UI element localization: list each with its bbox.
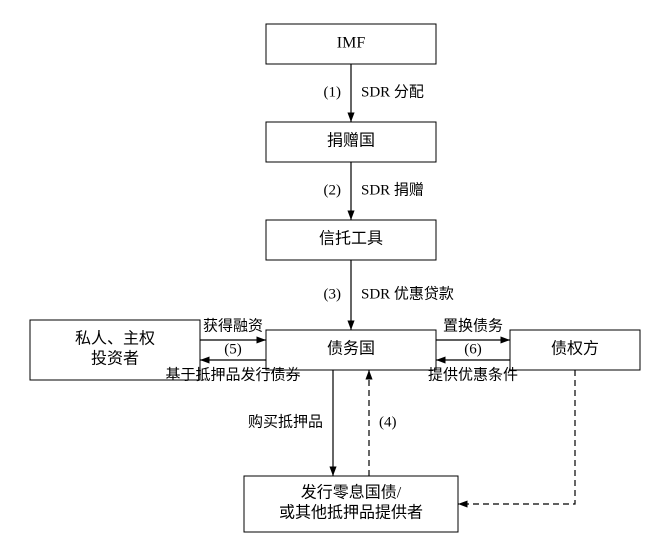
node-creditor: 债权方	[510, 330, 640, 370]
svg-text:购买抵押品: 购买抵押品	[248, 413, 323, 430]
svg-text:置换债务: 置换债务	[443, 317, 503, 334]
svg-text:基于抵押品发行债券: 基于抵押品发行债券	[165, 366, 300, 383]
node-imf: IMF	[266, 24, 436, 64]
svg-text:(6): (6)	[464, 341, 482, 357]
svg-text:提供优惠条件: 提供优惠条件	[428, 366, 518, 383]
edge-4: (4) 购买抵押品	[248, 370, 397, 476]
node-collateral-label-1: 发行零息国债/	[301, 484, 402, 502]
node-debtor: 债务国	[266, 330, 436, 370]
svg-text:SDR 捐赠: SDR 捐赠	[361, 181, 424, 198]
node-donor-label: 捐赠国	[327, 132, 375, 150]
svg-text:(1): (1)	[324, 84, 342, 100]
node-donor: 捐赠国	[266, 122, 436, 162]
svg-text:(5): (5)	[224, 341, 242, 357]
node-debtor-label: 债务国	[327, 340, 375, 358]
flowchart: IMF 捐赠国 信托工具 债务国 私人、主权 投资者 债权方 发行零息国债/ 或…	[0, 0, 668, 554]
svg-text:SDR 优惠贷款: SDR 优惠贷款	[361, 285, 454, 302]
node-imf-label: IMF	[337, 35, 366, 52]
edge-3: (3) SDR 优惠贷款	[324, 260, 454, 330]
svg-text:获得融资: 获得融资	[203, 317, 263, 334]
node-investor-label-2: 投资者	[91, 350, 139, 368]
node-trust-label: 信托工具	[319, 230, 383, 248]
node-trust: 信托工具	[266, 220, 436, 260]
svg-text:(4): (4)	[379, 414, 397, 430]
svg-text:(2): (2)	[324, 182, 342, 198]
edge-1: (1) SDR 分配	[324, 64, 424, 122]
edge-2: (2) SDR 捐赠	[324, 162, 424, 220]
edge-6: 置换债务 (6) 提供优惠条件	[428, 317, 518, 383]
node-collateral-label-2: 或其他抵押品提供者	[279, 504, 423, 522]
svg-text:SDR 分配: SDR 分配	[361, 83, 424, 100]
node-creditor-label: 债权方	[551, 340, 599, 358]
node-investor-label-1: 私人、主权	[75, 330, 155, 348]
edge-creditor-collateral	[458, 370, 575, 504]
node-collateral: 发行零息国债/ 或其他抵押品提供者	[244, 476, 458, 532]
svg-text:(3): (3)	[324, 286, 342, 302]
